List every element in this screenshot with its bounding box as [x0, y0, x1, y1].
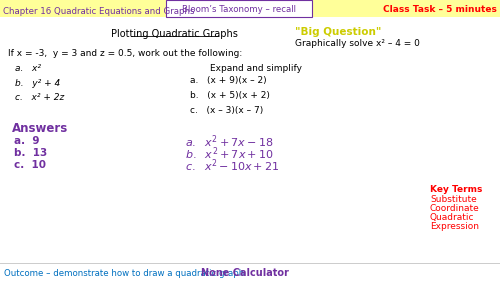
- Text: Substitute: Substitute: [430, 195, 477, 204]
- FancyBboxPatch shape: [166, 0, 312, 17]
- Text: a.   (x + 9)(x – 2): a. (x + 9)(x – 2): [190, 76, 266, 85]
- Text: Graphically solve x² – 4 = 0: Graphically solve x² – 4 = 0: [295, 39, 420, 48]
- Text: c.  10: c. 10: [14, 160, 46, 170]
- Text: b.  13: b. 13: [14, 148, 47, 158]
- Text: b.   y² + 4: b. y² + 4: [15, 79, 60, 88]
- Text: $\mathit{c.\ \ x^2 - 10x + 21}$: $\mathit{c.\ \ x^2 - 10x + 21}$: [185, 157, 280, 174]
- Text: $\mathit{a.\ \ x^2 + 7x - 18}$: $\mathit{a.\ \ x^2 + 7x - 18}$: [185, 133, 274, 149]
- Text: Expression: Expression: [430, 222, 479, 231]
- Text: a.  9: a. 9: [14, 136, 40, 146]
- Text: c.   x² + 2z: c. x² + 2z: [15, 93, 64, 102]
- Text: Quadratic: Quadratic: [430, 213, 474, 222]
- Text: Coordinate: Coordinate: [430, 204, 480, 213]
- Text: Plotting Quadratic Graphs: Plotting Quadratic Graphs: [110, 29, 238, 39]
- Text: Bloom’s Taxonomy – recall: Bloom’s Taxonomy – recall: [182, 4, 296, 13]
- Text: b.   (x + 5)(x + 2): b. (x + 5)(x + 2): [190, 91, 270, 100]
- FancyBboxPatch shape: [0, 0, 500, 17]
- Text: None Calculator: None Calculator: [201, 268, 289, 278]
- Text: "Big Question": "Big Question": [295, 27, 382, 37]
- Text: If x = -3,  y = 3 and z = 0.5, work out the following:: If x = -3, y = 3 and z = 0.5, work out t…: [8, 49, 242, 58]
- Text: Expand and simplify: Expand and simplify: [210, 64, 302, 73]
- Text: Answers: Answers: [12, 122, 68, 135]
- Text: $\mathit{b.\ \ x^2 + 7x + 10}$: $\mathit{b.\ \ x^2 + 7x + 10}$: [185, 145, 274, 162]
- Text: a.   x²: a. x²: [15, 64, 41, 73]
- Text: Class Task – 5 minutes: Class Task – 5 minutes: [383, 4, 497, 13]
- Text: Outcome – demonstrate how to draw a quadratic graph: Outcome – demonstrate how to draw a quad…: [4, 269, 244, 278]
- Text: Chapter 16 Quadratic Equations and Graphs: Chapter 16 Quadratic Equations and Graph…: [3, 8, 194, 17]
- Text: c.   (x – 3)(x – 7): c. (x – 3)(x – 7): [190, 106, 263, 115]
- Text: Key Terms: Key Terms: [430, 185, 482, 194]
